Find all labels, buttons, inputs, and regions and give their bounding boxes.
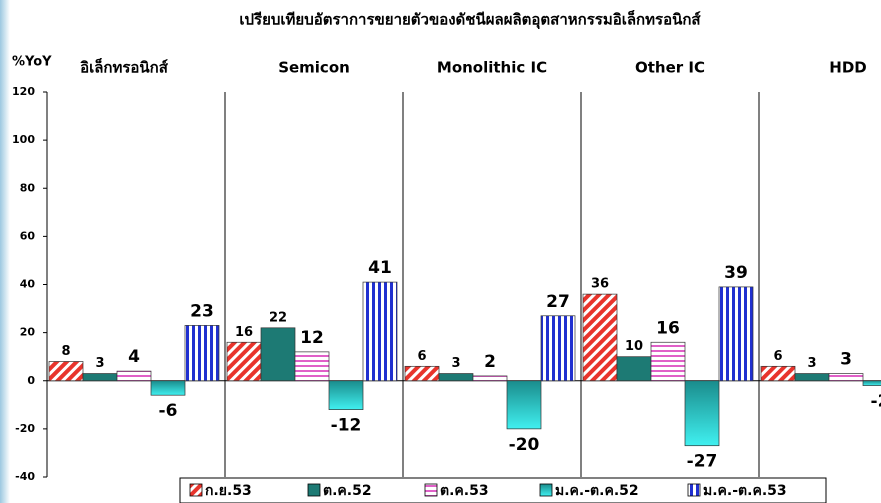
group-label: Semicon xyxy=(278,59,350,77)
value-label: 16 xyxy=(656,318,680,338)
bar xyxy=(328,380,364,410)
bar xyxy=(294,351,330,382)
value-label: 6 xyxy=(773,349,782,364)
value-label: -20 xyxy=(509,435,540,455)
y-tick-label: -20 xyxy=(15,422,35,435)
y-tick-label: 100 xyxy=(12,133,35,146)
y-tick-label: 20 xyxy=(20,326,36,339)
value-label: -12 xyxy=(331,416,362,436)
bar xyxy=(684,380,720,447)
bar xyxy=(582,293,618,382)
bar xyxy=(718,286,754,382)
value-label: -6 xyxy=(159,401,178,421)
value-label: 16 xyxy=(235,325,253,340)
y-axis-label: %YoY xyxy=(12,55,52,70)
bar xyxy=(48,361,84,382)
legend-swatch xyxy=(307,483,321,497)
value-label: 3 xyxy=(95,356,104,371)
bar xyxy=(794,373,830,382)
bar xyxy=(540,315,576,382)
group-label: อิเล็กทรอนิกส์ xyxy=(80,58,169,77)
bar xyxy=(862,380,881,386)
value-label: 12 xyxy=(300,328,324,348)
bar xyxy=(82,373,118,382)
y-tick-label: 40 xyxy=(20,278,36,291)
bar xyxy=(404,365,440,382)
bar xyxy=(260,327,296,382)
value-label: 22 xyxy=(269,310,287,325)
chart-title: เปรียบเทียบอัตราการขยายตัวของดัชนีผลผลิต… xyxy=(239,10,701,30)
bar xyxy=(616,356,652,382)
value-label: 2 xyxy=(484,352,496,372)
side-band xyxy=(0,0,10,503)
group-label: HDD xyxy=(829,59,866,77)
bar xyxy=(362,281,398,382)
legend-swatch xyxy=(424,483,438,497)
value-label: 3 xyxy=(807,356,816,371)
y-tick-label: 120 xyxy=(12,85,35,98)
value-label: 27 xyxy=(546,292,570,312)
bar xyxy=(760,365,796,382)
value-label: 3 xyxy=(451,356,460,371)
value-label: 41 xyxy=(368,258,392,278)
value-label: 3 xyxy=(840,350,852,370)
value-label: 36 xyxy=(591,277,609,292)
bar xyxy=(226,341,262,382)
value-label: -2 xyxy=(871,392,881,412)
legend-swatch xyxy=(687,483,701,497)
value-label: 8 xyxy=(61,344,70,359)
legend-label: ก.ย.53 xyxy=(205,483,252,499)
bar xyxy=(150,380,186,396)
legend-label: ต.ค.53 xyxy=(440,483,489,499)
y-tick-label: -40 xyxy=(15,470,35,483)
y-tick-label: 60 xyxy=(20,229,36,242)
bar xyxy=(472,375,508,382)
value-label: 4 xyxy=(128,347,140,367)
bar xyxy=(506,380,542,430)
value-label: 23 xyxy=(190,301,214,321)
bar xyxy=(828,373,864,382)
legend-swatch xyxy=(189,483,203,497)
y-tick-label: 80 xyxy=(20,181,36,194)
bar xyxy=(438,373,474,382)
y-tick-label: 0 xyxy=(27,374,35,387)
value-label: -27 xyxy=(687,452,718,472)
value-label: 6 xyxy=(417,349,426,364)
group-label: Other IC xyxy=(635,59,705,77)
bar xyxy=(184,325,220,382)
legend-swatch xyxy=(539,483,553,497)
value-label: 39 xyxy=(724,263,748,283)
bar xyxy=(116,370,152,382)
value-label: 10 xyxy=(625,339,643,354)
group-label: Monolithic IC xyxy=(437,59,547,77)
legend-label: ม.ค.-ต.ค.52 xyxy=(555,483,639,499)
legend-box xyxy=(179,477,827,503)
bar xyxy=(650,341,686,382)
legend-label: ม.ค.-ต.ค.53 xyxy=(703,483,787,499)
legend-label: ต.ค.52 xyxy=(323,483,372,499)
